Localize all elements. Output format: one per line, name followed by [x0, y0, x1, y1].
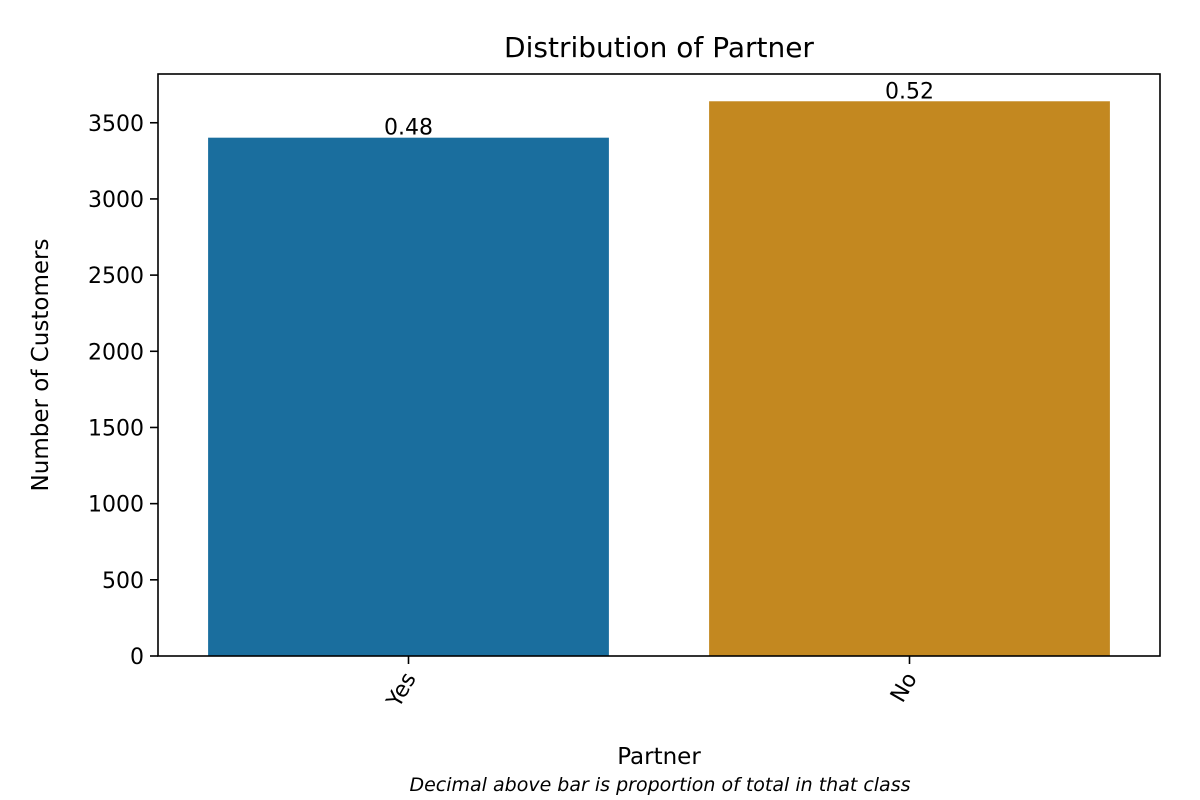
chart-caption: Decimal above bar is proportion of total…	[409, 774, 910, 796]
y-tick-label-1500: 1500	[88, 416, 144, 441]
y-tick-label-0: 0	[130, 645, 144, 670]
y-tick-label-500: 500	[102, 569, 144, 594]
x-axis-label: Partner	[617, 744, 701, 770]
y-tick-label-2500: 2500	[88, 264, 144, 289]
bar-value-label-no: 0.52	[885, 79, 934, 104]
x-tick-label-yes: Yes	[382, 669, 422, 713]
y-tick-label-1000: 1000	[88, 493, 144, 518]
bar-value-label-yes: 0.48	[384, 116, 433, 141]
plot-frame	[157, 73, 1161, 657]
y-tick-label-3500: 3500	[88, 112, 144, 137]
x-tick-label-no: No	[886, 669, 923, 707]
y-axis-label: Number of Customers	[28, 239, 54, 492]
bar-labels-group: 0.48 0.52	[384, 79, 934, 140]
bar-yes	[208, 137, 609, 656]
y-axis: 0 500 1000 1500 2000 2500 3000 3500	[88, 112, 158, 670]
bar-no	[709, 101, 1110, 656]
y-tick-label-3000: 3000	[88, 188, 144, 213]
x-axis: Yes No	[382, 656, 923, 713]
chart-title: Distribution of Partner	[504, 31, 814, 64]
bars-group	[208, 101, 1110, 656]
y-tick-label-2000: 2000	[88, 340, 144, 365]
